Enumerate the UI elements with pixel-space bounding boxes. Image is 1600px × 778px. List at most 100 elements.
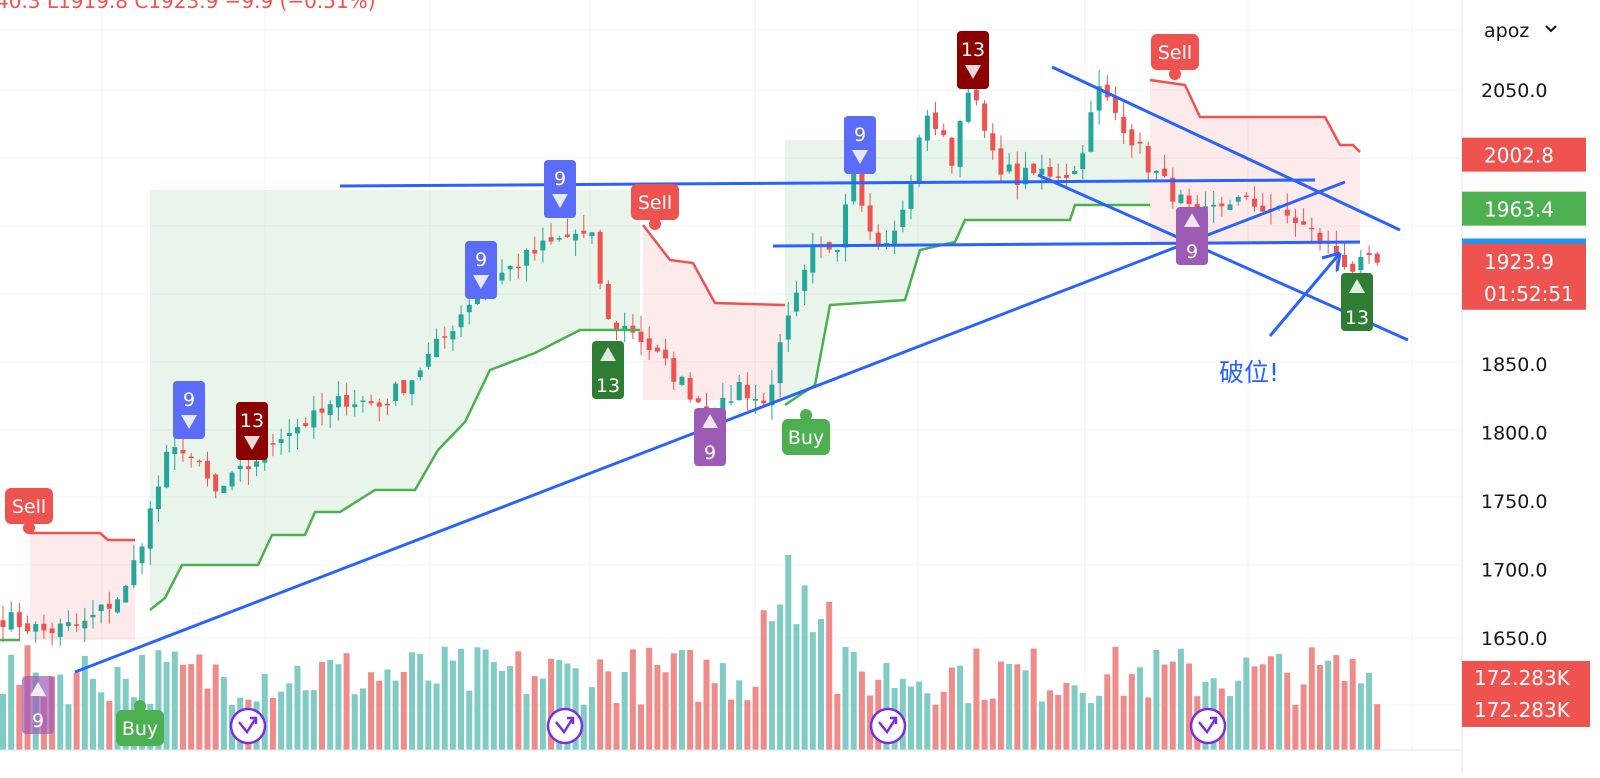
candle-body (409, 380, 415, 394)
candle (499, 259, 505, 285)
candle (990, 123, 996, 160)
candle-body (753, 399, 759, 401)
candle (810, 232, 816, 284)
candle-body (1219, 203, 1225, 207)
candle-body (74, 624, 80, 626)
candle (213, 473, 219, 499)
td-count: 13 (1345, 307, 1369, 329)
scale-menu-label[interactable]: apoz (1484, 20, 1529, 42)
replay-icon-arrow[interactable] (1198, 716, 1218, 735)
replay-icon-arrow[interactable] (878, 716, 898, 735)
candle-body (155, 486, 161, 510)
candle-body (1211, 204, 1217, 207)
td-count: 13 (240, 410, 264, 432)
volume-bar (629, 649, 636, 750)
candle-body (1153, 170, 1159, 173)
volume-bar (1120, 695, 1127, 750)
replay-icon-ring[interactable] (229, 707, 267, 745)
volume-bar (155, 650, 162, 750)
replay-icon[interactable] (869, 707, 907, 745)
candle (1121, 102, 1127, 144)
replay-icon-ring[interactable] (1189, 707, 1227, 745)
replay-icon[interactable] (546, 707, 584, 745)
candle-body (344, 395, 350, 407)
candle (695, 396, 701, 404)
replay-icon-ring[interactable] (869, 707, 907, 745)
candle-body (1014, 163, 1020, 186)
price-axis-bg (1462, 0, 1600, 774)
candle-body (1317, 232, 1323, 244)
candle-body (425, 353, 431, 367)
td-marker: 13 (236, 402, 268, 460)
replay-icon[interactable] (229, 707, 267, 745)
candle-body (597, 231, 603, 284)
volume-bar (498, 670, 505, 750)
volume-bar (220, 677, 227, 750)
td-marker: 9 (844, 116, 876, 174)
volume-bar (1063, 683, 1070, 750)
candle-body (1227, 204, 1233, 210)
candle-body (1366, 252, 1372, 255)
candle (368, 394, 374, 407)
volume-bar (687, 649, 694, 750)
candle (98, 604, 104, 624)
candle-body (867, 205, 873, 232)
volume-bar (1292, 704, 1299, 750)
candle (106, 591, 112, 624)
candle (115, 597, 121, 614)
candle (998, 135, 1004, 183)
td-marker: 9 (544, 160, 576, 218)
candle (123, 584, 129, 603)
chevron-down-icon[interactable] (1545, 25, 1557, 33)
volume-bar (752, 686, 759, 750)
candle-body (188, 456, 194, 459)
candle-body (65, 622, 71, 627)
candle-body (376, 402, 382, 407)
candle (687, 372, 693, 403)
volume-bar (441, 646, 448, 750)
volume-bar (482, 649, 489, 750)
candle-body (205, 460, 210, 479)
candle (205, 451, 210, 487)
candle-body (139, 546, 145, 564)
candle-body (25, 623, 31, 632)
volume-bar (1186, 663, 1193, 750)
candle-body (286, 432, 292, 437)
candle (736, 374, 742, 401)
replay-icon[interactable] (1189, 707, 1227, 745)
price-label-countdown: 01:52:51 (1484, 282, 1574, 306)
stop-line-down (1149, 78, 1361, 153)
volume-bar (1333, 655, 1340, 750)
volume-bar (196, 654, 203, 750)
candle (769, 370, 775, 420)
candle-body (49, 628, 55, 634)
candle (777, 334, 783, 398)
price-tick-label: 1800.0 (1481, 423, 1547, 445)
candle-body (810, 246, 816, 273)
volume-label-value: 172.283K (1474, 666, 1571, 690)
triangle-down-icon (244, 436, 260, 450)
td-marker: 9 (1176, 207, 1208, 265)
td-badge (465, 241, 497, 299)
replay-icon-arrow[interactable] (238, 716, 258, 735)
candle-body (327, 404, 333, 415)
candle (442, 326, 448, 349)
candle-body (115, 599, 121, 613)
candle (1333, 230, 1339, 273)
signal-label: Sell (1158, 42, 1192, 64)
candle-body (335, 396, 341, 408)
triangle-up-icon (30, 682, 46, 696)
replay-icon-arrow[interactable] (555, 716, 575, 735)
candle-body (646, 338, 652, 351)
volume-bar (171, 651, 178, 750)
candle-body (957, 121, 963, 167)
trend-line (339, 178, 1316, 188)
volume-bar (73, 672, 80, 750)
replay-icon-ring[interactable] (546, 707, 584, 745)
candle-body (695, 398, 701, 403)
triangle-down-icon (852, 150, 868, 164)
candle (286, 419, 292, 453)
volume-bar (580, 704, 587, 750)
candle-body (736, 382, 742, 401)
